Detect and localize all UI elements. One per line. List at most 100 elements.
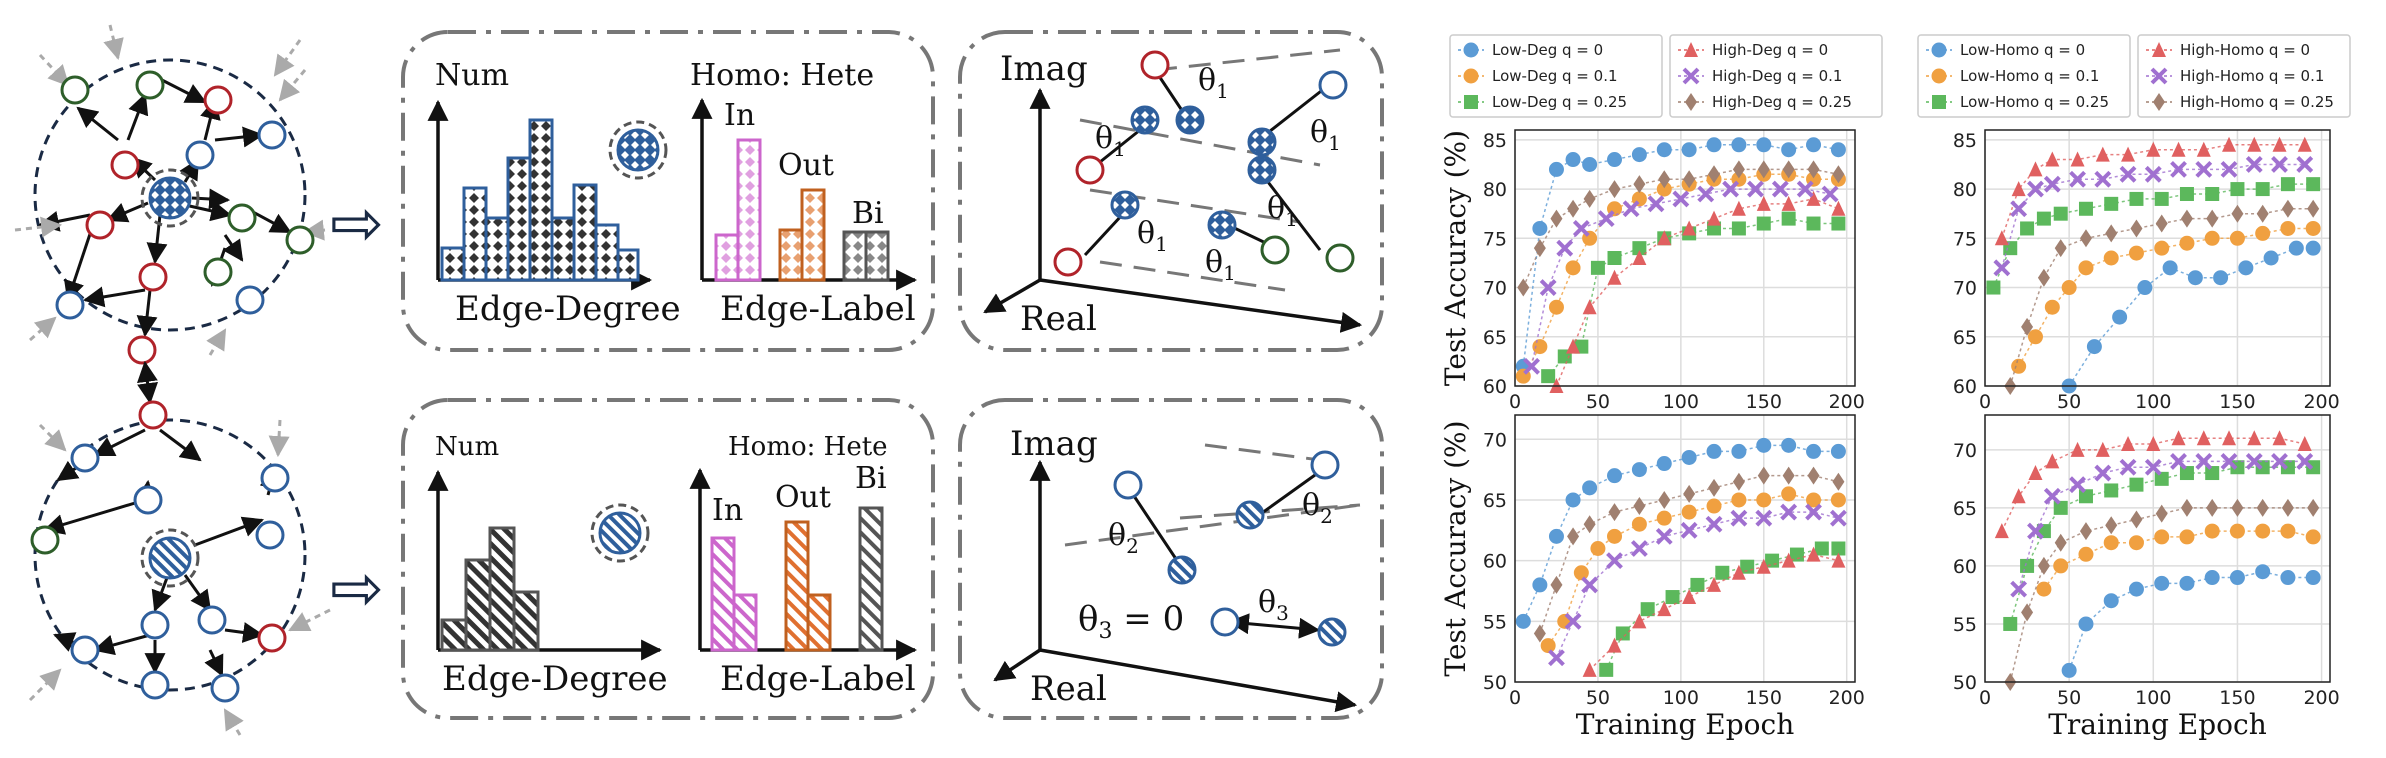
svg-text:θ1: θ1 <box>1205 245 1236 285</box>
data-point <box>1756 216 1771 231</box>
data-point <box>1565 260 1581 276</box>
data-point <box>2256 498 2269 517</box>
data-point <box>1781 211 1796 226</box>
data-point <box>2144 458 2162 476</box>
data-point <box>1622 200 1640 218</box>
data-point <box>2027 329 2043 345</box>
data-point <box>2305 529 2321 545</box>
data-point <box>1599 662 1614 677</box>
data-point <box>1814 541 1829 556</box>
data-point <box>1548 299 1564 315</box>
data-point <box>1781 552 1796 568</box>
data-point <box>1831 200 1846 216</box>
y-tick-label: 60 <box>1953 376 1977 398</box>
data-point <box>1830 492 1846 508</box>
data-point <box>1781 142 1797 158</box>
imag-label-top: Imag <box>1000 49 1088 89</box>
legend-entry: High-Homo q = 0.1 <box>2180 67 2324 85</box>
data-point <box>1771 180 1789 198</box>
data-point <box>1533 239 1546 258</box>
data-point <box>2070 441 2085 457</box>
data-point <box>1731 443 1747 459</box>
data-point <box>2069 476 2086 494</box>
data-point <box>1550 575 1563 594</box>
x-tick-label: 150 <box>2219 687 2255 709</box>
data-point <box>1656 456 1672 472</box>
data-point <box>1756 195 1771 211</box>
legend-entry: Low-Deg q = 0.1 <box>1492 67 1618 85</box>
data-point <box>2179 575 2195 591</box>
data-point <box>2104 483 2119 498</box>
data-point <box>1658 170 1671 189</box>
theta3-label: θ <box>1258 585 1276 620</box>
series-line <box>1522 173 1839 377</box>
data-point <box>2053 500 2068 515</box>
legend-marker <box>1684 42 1698 57</box>
data-point <box>1564 612 1582 630</box>
data-point <box>1994 523 2009 539</box>
homo-hete-label-bottom: Homo: Hete <box>728 432 888 462</box>
data-point <box>2222 136 2237 152</box>
data-point <box>1807 160 1820 179</box>
data-point <box>2112 309 2128 325</box>
x-tick-label: 200 <box>1829 687 1865 709</box>
data-point <box>2220 453 2238 470</box>
data-point <box>1607 152 1623 168</box>
data-point <box>1731 221 1746 236</box>
series-line <box>2001 437 2305 532</box>
data-point <box>2231 204 2244 223</box>
series-line <box>1555 198 1839 387</box>
data-point <box>1708 165 1721 184</box>
data-point <box>2297 436 2312 452</box>
data-point <box>2280 220 2296 236</box>
theta2-label-b: θ <box>1302 488 1320 523</box>
data-point <box>2011 488 2026 504</box>
data-point <box>2020 221 2035 236</box>
svg-text:θ1: θ1 <box>1310 115 1341 155</box>
legend-marker <box>1931 42 1947 58</box>
histogram-panel-bottom: Num Edge-Degree Homo: Hete In Out Bi Edg… <box>401 398 935 720</box>
data-point <box>1532 339 1548 355</box>
data-point <box>1756 558 1771 574</box>
data-point <box>2195 160 2213 178</box>
data-point <box>1655 527 1673 545</box>
data-point <box>1765 553 1780 568</box>
data-point <box>1831 541 1846 556</box>
plot-frame <box>1514 414 1856 683</box>
data-point <box>2054 533 2067 552</box>
data-point <box>2045 453 2060 469</box>
y-tick-label: 60 <box>1483 551 1507 573</box>
data-point <box>2027 180 2044 198</box>
in-label-bottom: In <box>712 493 743 528</box>
transform-arrow-top: ⇨ <box>330 187 384 261</box>
data-point <box>2229 523 2245 539</box>
svg-text:θ1: θ1 <box>1095 121 1126 161</box>
legend-marker <box>1463 68 1479 84</box>
data-point <box>2204 570 2220 586</box>
x-tick-label: 100 <box>2135 687 2171 709</box>
legend-marker <box>1932 95 1946 109</box>
data-point <box>1573 565 1589 581</box>
theta-label-2: θ <box>1095 121 1113 156</box>
data-point <box>2103 535 2119 551</box>
data-point <box>1607 251 1622 265</box>
data-point <box>2155 504 2168 523</box>
data-point <box>2043 175 2061 193</box>
chart-low-high-homo-top: 0 50 100 150 200 60 65 70 75 80 85 Low-Homo q = 0 Lo… <box>1917 34 2351 413</box>
data-point <box>1565 492 1581 508</box>
data-point <box>1633 497 1646 516</box>
legend-box <box>1669 34 1883 118</box>
data-point <box>2170 453 2187 470</box>
y-tick-label: 80 <box>1483 179 1507 201</box>
data-point <box>1548 649 1565 667</box>
data-point <box>2170 160 2187 178</box>
data-point <box>2171 430 2186 446</box>
phase-panel-top: Imag Real <box>958 30 1384 352</box>
data-point <box>1631 147 1647 163</box>
data-point <box>2028 465 2043 481</box>
histogram-panel-top: Num Edge-Degree Homo: Hete In Out Bi Edg… <box>401 30 935 352</box>
data-point <box>1607 637 1622 653</box>
legend-marker <box>2153 93 2165 111</box>
legend-box <box>2137 34 2351 118</box>
